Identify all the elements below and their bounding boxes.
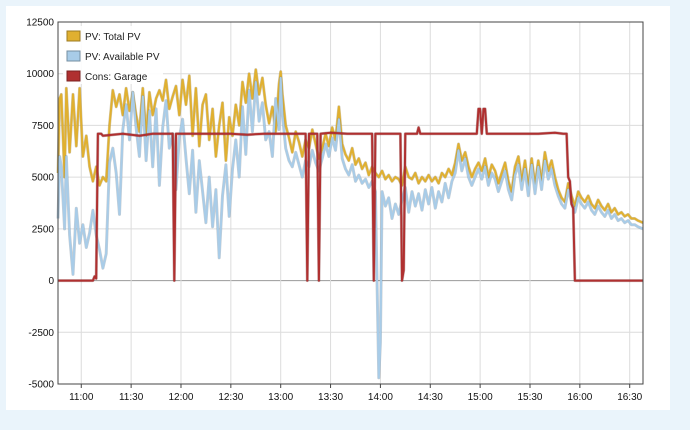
y-tick-label: 7500 [32, 121, 55, 132]
x-tick-label: 14:30 [418, 392, 443, 403]
y-tick-label: 2500 [32, 224, 55, 235]
x-tick-label: 16:30 [617, 392, 642, 403]
y-tick-label: -2500 [28, 328, 54, 339]
x-tick-label: 11:30 [119, 392, 144, 403]
x-tick-label: 14:00 [368, 392, 393, 403]
y-tick-label: 10000 [26, 69, 54, 80]
plot-border [57, 21, 644, 385]
x-tick-label: 13:00 [268, 392, 293, 403]
series-line-3 [58, 107, 643, 282]
series-layer [56, 68, 644, 380]
legend-label: PV: Total PV [85, 32, 141, 43]
legend-swatch [66, 70, 81, 82]
x-tick-label: 12:30 [218, 392, 243, 403]
x-tick-label: 15:30 [517, 392, 542, 403]
x-axis-ticks: 11:00 11:30 12:00 12:30 13:00 13:30 14:00 14:30… [69, 384, 643, 403]
legend-swatch [66, 50, 81, 62]
x-tick-label: 16:00 [567, 392, 592, 403]
series-line-2 [57, 76, 644, 379]
x-tick-label: 15:00 [468, 392, 493, 403]
x-tick-label: 12:00 [168, 392, 193, 403]
y-tick-label: -5000 [28, 380, 54, 391]
legend-label: Cons: Garage [85, 72, 148, 83]
chart-frame: 12500 10000 7500 5000 2500 0 -2500 -5000 11:00 1… [6, 6, 670, 410]
y-tick-label: 5000 [32, 173, 55, 184]
legend-swatch [66, 30, 81, 42]
y-axis-ticks: 12500 10000 7500 5000 2500 0 -2500 -5000 [26, 18, 54, 391]
y-tick-label: 0 [48, 276, 54, 287]
x-tick-label: 13:30 [318, 392, 343, 403]
y-tick-label: 12500 [26, 18, 54, 29]
legend-label: PV: Available PV [85, 52, 160, 63]
x-tick-label: 11:00 [69, 392, 94, 403]
legend: PV: Total PV PV: Available PV Cons: Garage [63, 26, 163, 84]
